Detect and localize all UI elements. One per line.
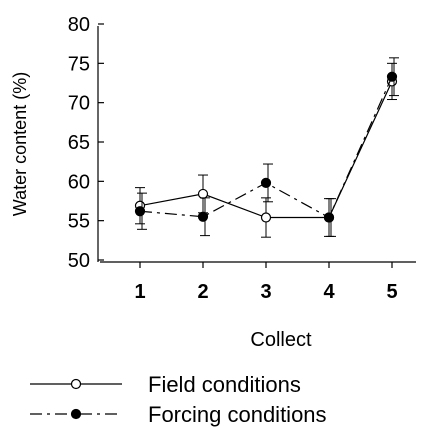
x-tick-label: 5 xyxy=(386,281,397,303)
y-tick-label: 80 xyxy=(68,14,90,36)
legend-label: Field conditions xyxy=(148,372,301,397)
y-tick-label: 65 xyxy=(68,132,90,154)
legend-marker xyxy=(70,378,82,390)
data-point xyxy=(260,212,272,223)
series-line xyxy=(139,81,393,219)
x-ticks: 1 2 3 4 5 xyxy=(134,262,398,303)
y-tick-label: 70 xyxy=(68,93,90,115)
series-forcing xyxy=(134,57,399,237)
y-tick-label: 55 xyxy=(68,211,90,233)
data-point xyxy=(260,177,272,189)
y-ticks: 50 55 60 65 70 75 80 xyxy=(68,14,104,272)
x-tick-label: 1 xyxy=(134,281,145,303)
series-field xyxy=(134,62,398,238)
x-tick-label: 2 xyxy=(197,281,208,303)
x-tick-label: 4 xyxy=(323,281,335,303)
series-line xyxy=(139,76,393,219)
x-tick-label: 3 xyxy=(260,281,271,303)
data-point xyxy=(386,71,398,82)
y-tick-label: 60 xyxy=(68,171,90,193)
data-point xyxy=(134,206,146,217)
legend-item: Forcing conditions xyxy=(30,402,327,427)
y-tick-label: 50 xyxy=(68,250,90,272)
data-point xyxy=(197,211,209,222)
axes xyxy=(97,26,416,263)
y-axis-label: Water content (%) xyxy=(10,72,30,216)
series xyxy=(134,57,399,238)
x-axis-label: Collect xyxy=(250,329,312,351)
legend-label: Forcing conditions xyxy=(148,402,327,427)
y-tick-label: 75 xyxy=(68,53,90,75)
legend-item: Field conditions xyxy=(30,372,301,397)
legend: Field conditions Forcing conditions xyxy=(30,372,327,427)
data-point xyxy=(323,212,335,223)
data-point xyxy=(197,188,209,200)
legend-marker xyxy=(70,408,82,420)
